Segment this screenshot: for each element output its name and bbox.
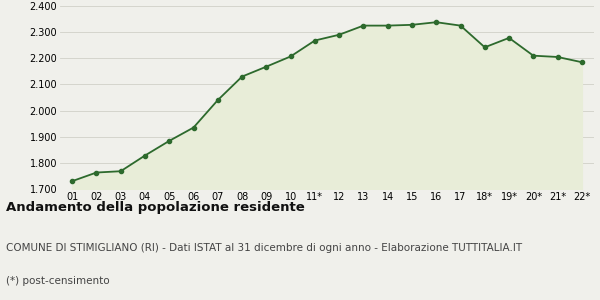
Text: (*) post-censimento: (*) post-censimento [6,276,110,286]
Text: Andamento della popolazione residente: Andamento della popolazione residente [6,201,305,214]
Text: COMUNE DI STIMIGLIANO (RI) - Dati ISTAT al 31 dicembre di ogni anno - Elaborazio: COMUNE DI STIMIGLIANO (RI) - Dati ISTAT … [6,243,522,253]
